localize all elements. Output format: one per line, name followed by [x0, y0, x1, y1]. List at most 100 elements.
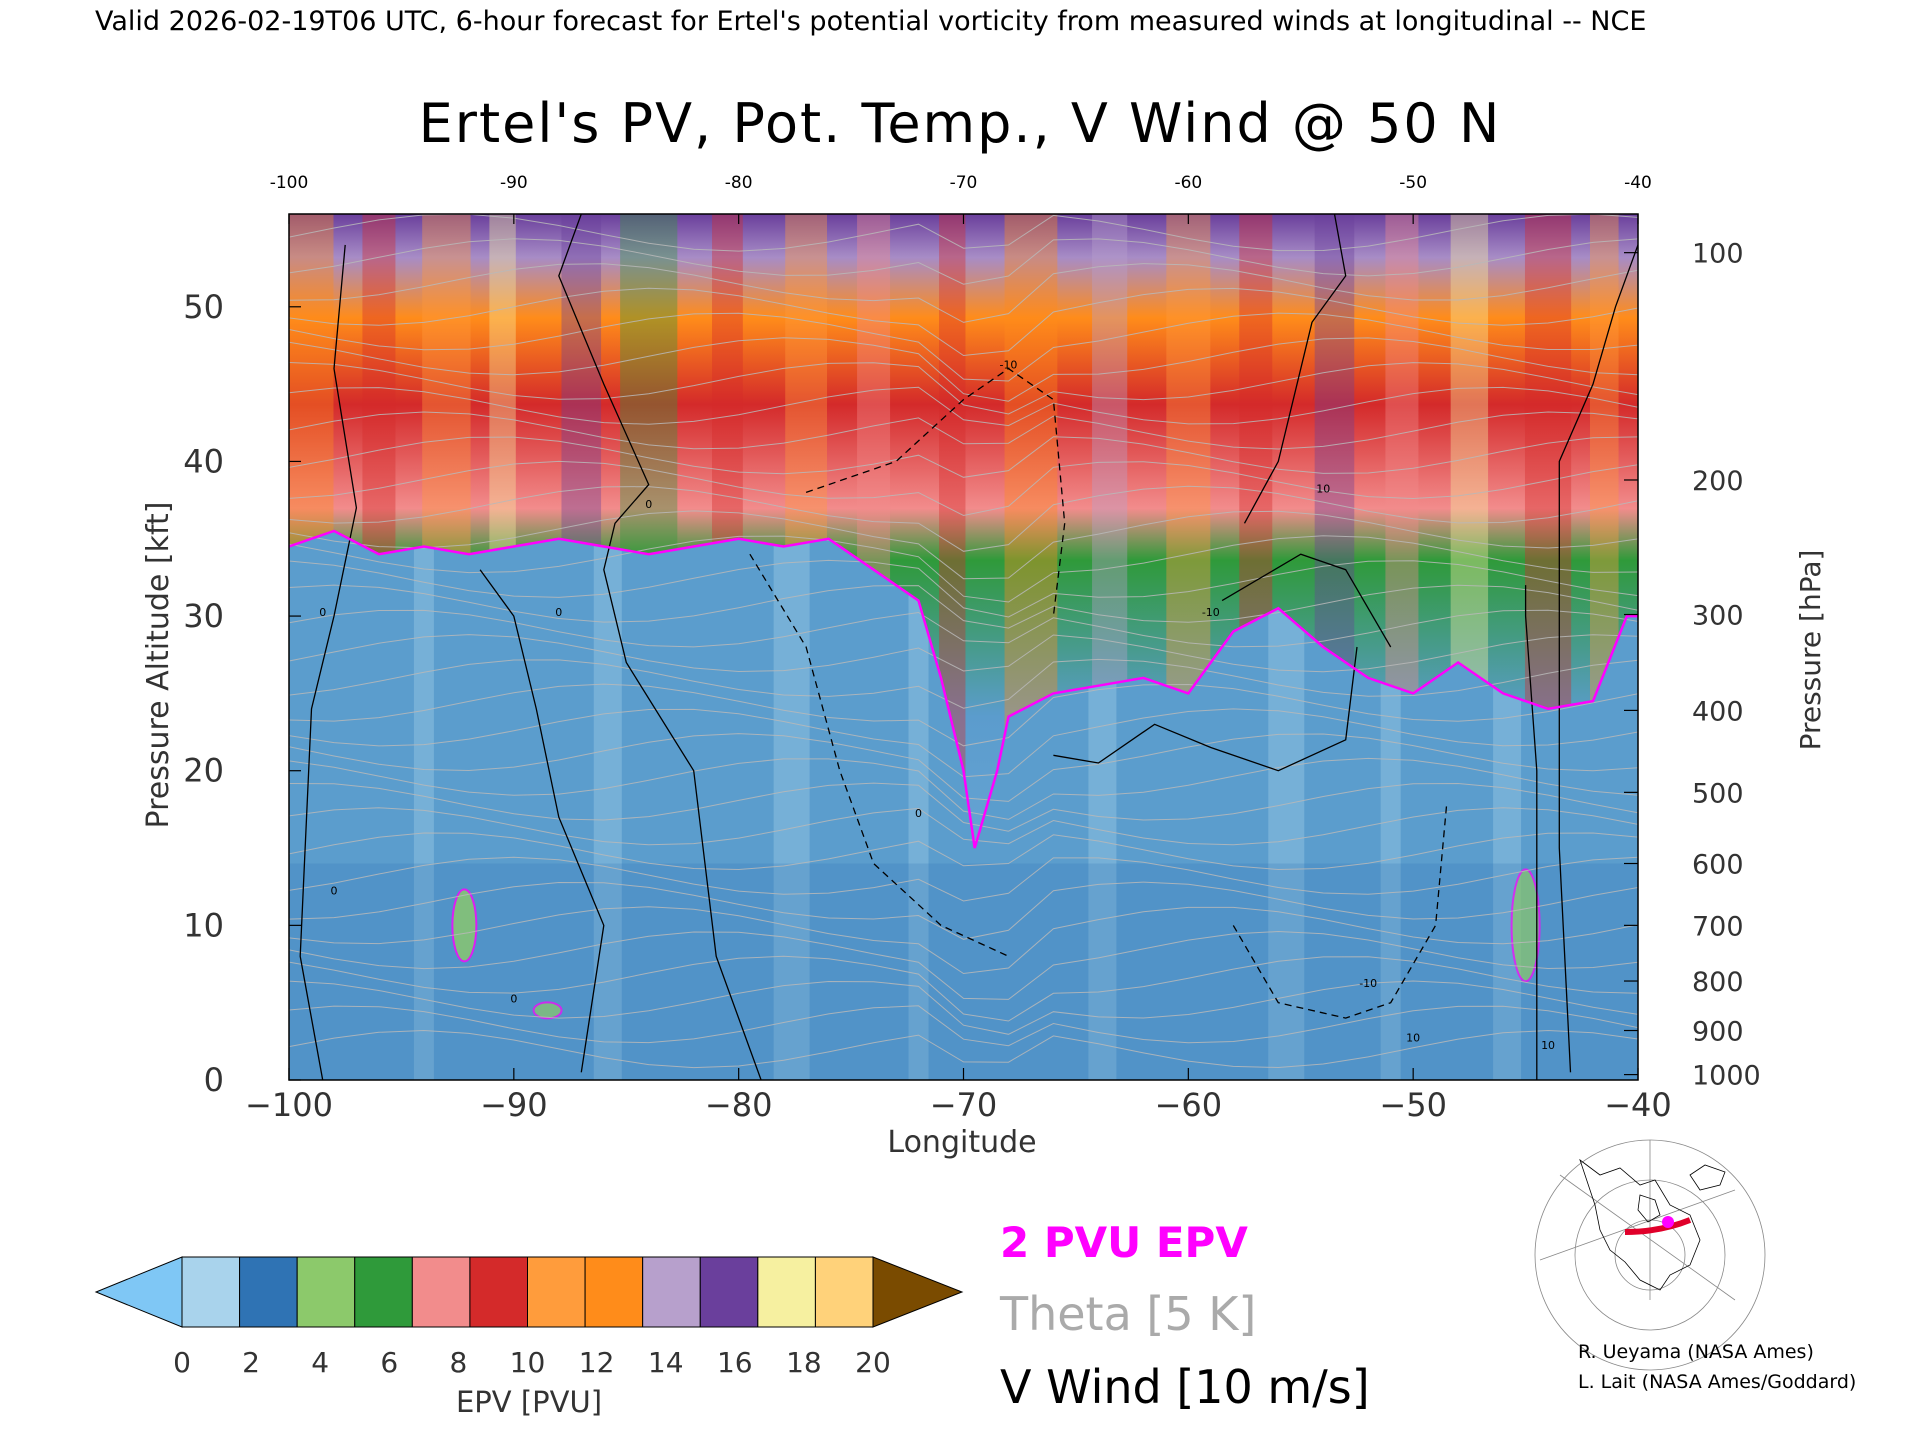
y-tick-label: 10: [183, 906, 224, 944]
theta-contour: [289, 263, 1638, 323]
tropo-stripe: [908, 531, 929, 1080]
x-tick-label: −90: [480, 1086, 548, 1124]
top-x-tick-label: -40: [1624, 173, 1652, 193]
tropo-stripe: [773, 531, 810, 1080]
v-wind-contour: [805, 367, 1066, 617]
colorbar-tick-label: 10: [510, 1346, 546, 1379]
colorbar-tick-label: 6: [380, 1346, 398, 1379]
v-wind-contour-label: 0: [330, 884, 337, 897]
theta-contour: [289, 1029, 1638, 1069]
theta-contours: [289, 214, 1638, 1069]
theta-contour: [289, 609, 1638, 648]
theta-contour: [289, 683, 1638, 747]
theta-contour: [289, 930, 1638, 1000]
colorbar-tick-label: 12: [579, 1346, 615, 1379]
x-tick-label: −80: [705, 1086, 773, 1124]
top-x-axis-ticks: -100 -90 -80 -70 -60 -50 -40: [270, 173, 1652, 224]
v-wind-contour-label: 10: [1541, 1039, 1555, 1052]
colorbar-segment: [181, 1256, 241, 1328]
v-wind-contour: [479, 569, 605, 1073]
locator-section-marker: [1662, 1216, 1674, 1228]
theta-contour: [289, 362, 1638, 415]
v-wind-contour-label: 0: [555, 606, 562, 619]
x-tick-label: −40: [1604, 1086, 1672, 1124]
top-x-tick-label: -90: [500, 173, 528, 193]
v-wind-contour-label: 10: [1316, 482, 1330, 495]
credit-line-2: L. Lait (NASA Ames/Goddard): [1578, 1371, 1856, 1393]
right-axis-label: Pressure [hPa]: [1794, 550, 1827, 751]
colorbar-segment: [699, 1256, 759, 1328]
v-wind-contour: [1558, 244, 1638, 1073]
theta-contour: [289, 535, 1638, 603]
pressure-axis-ticks: 1000 900 800 700 600 500 400 300 200 100: [1624, 239, 1761, 1092]
v-wind-contour-label: 0: [510, 993, 517, 1006]
colorbar-tick-label: 4: [311, 1346, 329, 1379]
v-wind-contour: [1243, 214, 1347, 524]
x-tick-label: −50: [1379, 1086, 1447, 1124]
theta-contour: [289, 510, 1638, 580]
colorbar-tick-label: 20: [855, 1346, 891, 1379]
theta-contour: [289, 832, 1638, 871]
theta-contour: [289, 980, 1638, 1035]
lower-shade: [289, 863, 1638, 1080]
v-wind-contour: [749, 553, 1009, 957]
colorbar-tick-label: 14: [648, 1346, 684, 1379]
v-wind-contour: [1524, 585, 1538, 1080]
valid-header: Valid 2026-02-19T06 UTC, 6-hour forecast…: [95, 6, 1646, 37]
pressure-tick-label: 1000: [1692, 1061, 1761, 1092]
theta-contour: [289, 955, 1638, 1022]
colorbar-segment: [757, 1256, 816, 1328]
colorbar-label: EPV [PVU]: [456, 1385, 602, 1419]
theta-contour: [289, 485, 1638, 552]
y-tick-label: 20: [183, 752, 224, 790]
v-wind-contour-label: 10: [1406, 1031, 1420, 1044]
pressure-tick-label: 200: [1692, 466, 1744, 497]
y-tick-label: 0: [204, 1061, 224, 1099]
colorbar-under-arrow: [94, 1256, 183, 1328]
locator-section-line: [1624, 1217, 1692, 1235]
theta-contour: [289, 881, 1638, 940]
troposphere-stripes: [289, 531, 1638, 1080]
v-wind-contour: [1053, 646, 1358, 772]
x-tick-label: −100: [245, 1086, 333, 1124]
theta-contour: [289, 287, 1638, 357]
theta-contour: [289, 312, 1638, 382]
top-x-tick-label: -50: [1399, 173, 1427, 193]
legend-theta-label: Theta [5 K]: [999, 1287, 1256, 1341]
colorbar-segment: [411, 1256, 471, 1328]
pressure-tick-label: 500: [1692, 778, 1744, 809]
theta-contour: [289, 807, 1638, 846]
v-wind-contour-label: -10: [999, 359, 1017, 372]
v-wind-contour: [299, 244, 358, 1080]
theta-contour: [289, 634, 1638, 673]
pressure-tick-label: 400: [1692, 696, 1744, 727]
colorbar-tick-label: 2: [242, 1346, 260, 1379]
theta-contour: [289, 584, 1638, 629]
theta-contour: [289, 757, 1638, 820]
top-x-tick-label: -70: [950, 173, 978, 193]
pv-blob: [1510, 868, 1541, 983]
locator-map: [1534, 1139, 1766, 1371]
pv-blob: [532, 1001, 563, 1020]
y-tick-label: 50: [183, 288, 224, 326]
x-axis-ticks: −100 −90 −80 −70 −60 −50 −40: [245, 1068, 1672, 1124]
colorbar: 0 2 4 6 8 10 12 14 16 18 20: [94, 1256, 964, 1379]
theta-contour: [289, 1005, 1638, 1047]
v-wind-contour-label: -10: [1202, 606, 1220, 619]
theta-contour: [289, 782, 1638, 832]
theta-contour: [289, 658, 1638, 709]
theta-contour: [289, 386, 1638, 427]
theta-contour: [289, 411, 1638, 450]
colorbar-tick-label: 0: [173, 1346, 191, 1379]
plot-area: 0 0 0 0 -10 -10 -10 10 10 10 0 0: [289, 214, 1638, 1080]
pv-blob: [451, 888, 478, 963]
theta-contour: [289, 238, 1638, 285]
colorbar-segment: [354, 1256, 413, 1328]
v-wind-contour-label: 0: [319, 606, 326, 619]
tropo-stripe: [413, 531, 434, 1080]
y-tick-label: 40: [183, 442, 224, 480]
colorbar-segment: [584, 1256, 644, 1328]
y-axis-label: Pressure Altitude [kft]: [141, 502, 176, 829]
pressure-tick-label: 900: [1692, 1017, 1744, 1048]
